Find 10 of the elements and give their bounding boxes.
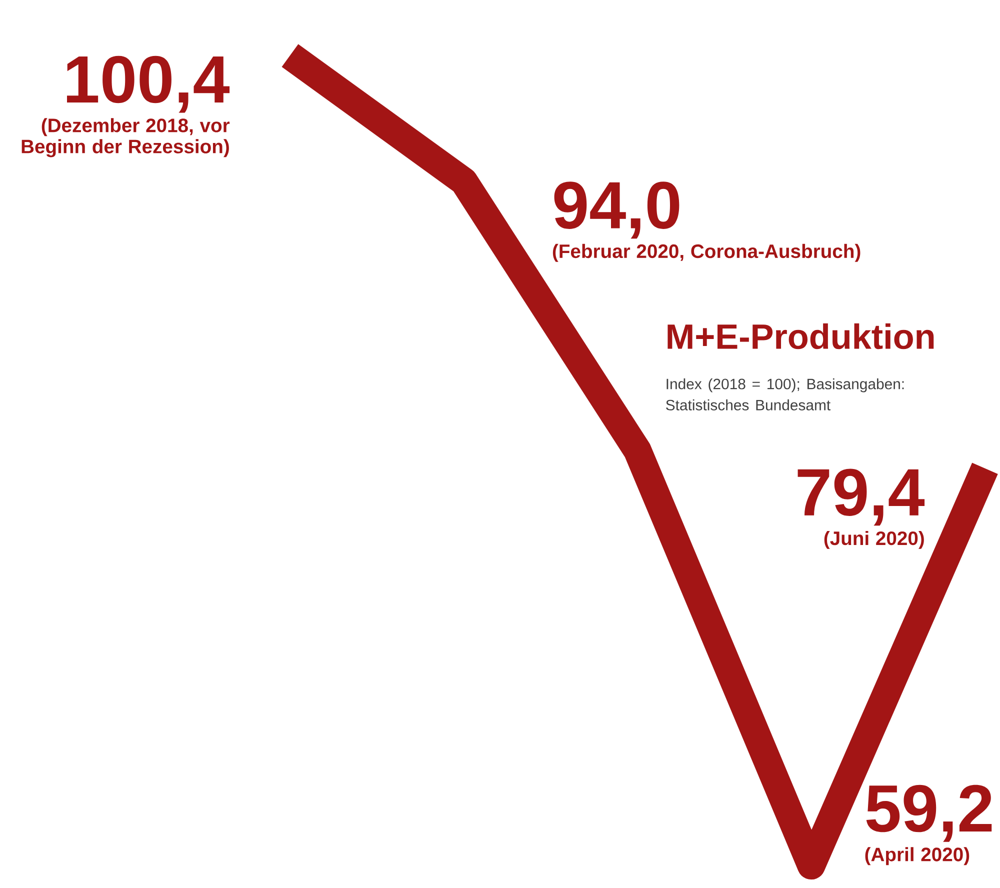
data-label: 100,4 bbox=[67, 56, 230, 113]
text: Index (2018 = 100); Basisangaben: Statistisches Bundesamt bbox=[666, 378, 904, 410]
data-label: 79,4 bbox=[798, 468, 925, 526]
annotation: (Juni 2020) bbox=[824, 530, 924, 549]
annotation: (Dezember 2018, vor Beginn der Rezession) bbox=[22, 118, 230, 158]
annotation: (Februar 2020, Corona-Ausbruch) bbox=[552, 244, 860, 262]
text: M+E-Produktion bbox=[668, 323, 934, 350]
data-label: 94,0 bbox=[554, 182, 680, 239]
data-label: 59,2 bbox=[866, 784, 992, 842]
annotation: (April 2020) bbox=[865, 847, 970, 866]
